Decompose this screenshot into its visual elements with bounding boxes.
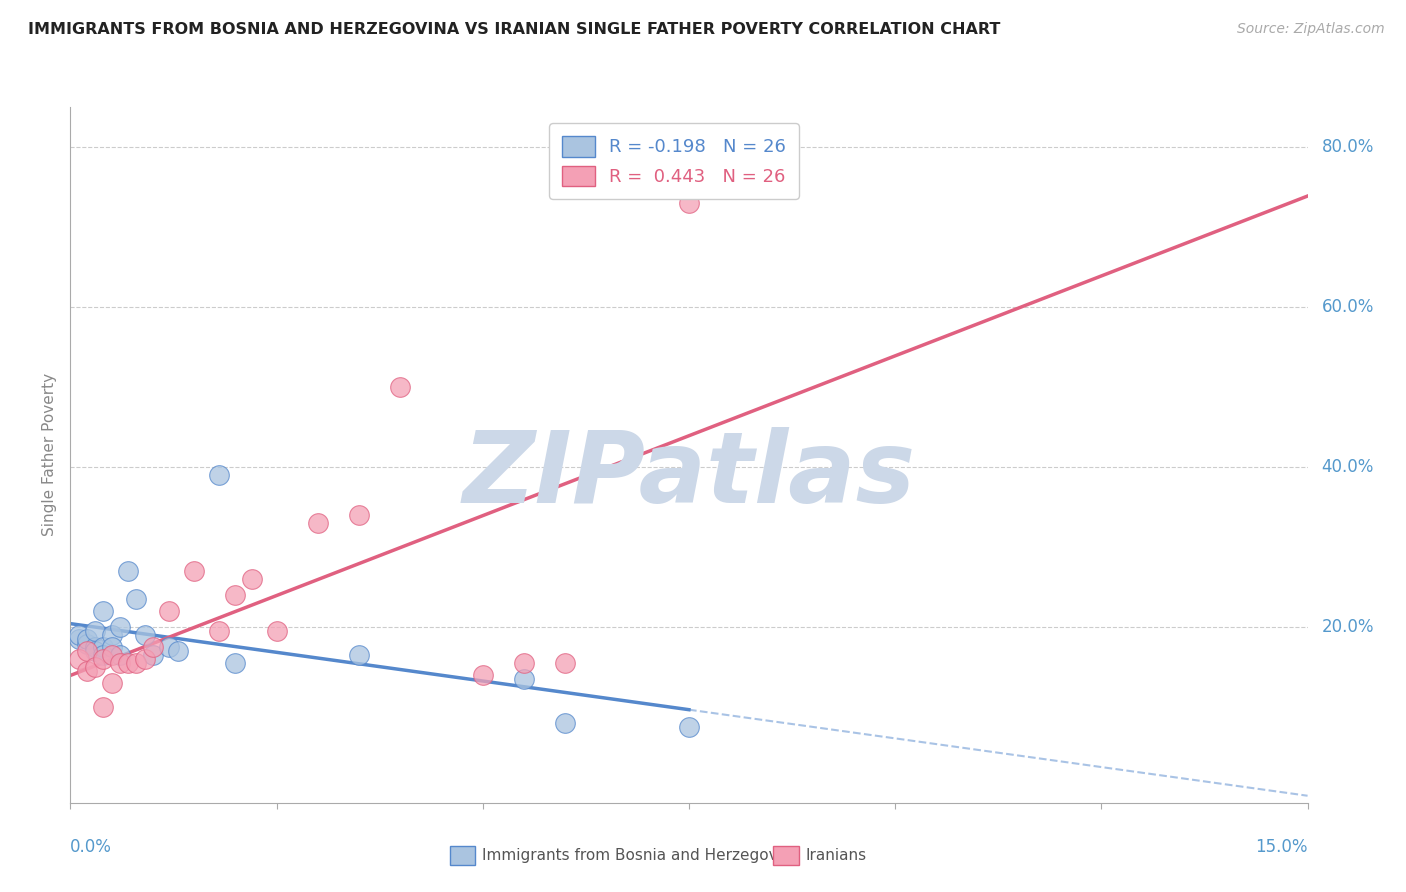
Point: [183, 564, 205, 578]
Point: [108, 656, 131, 670]
Point: [224, 588, 246, 602]
Text: Source: ZipAtlas.com: Source: ZipAtlas.com: [1237, 22, 1385, 37]
Point: [208, 467, 231, 482]
Text: IMMIGRANTS FROM BOSNIA AND HERZEGOVINA VS IRANIAN SINGLE FATHER POVERTY CORRELAT: IMMIGRANTS FROM BOSNIA AND HERZEGOVINA V…: [28, 22, 1001, 37]
Point: [100, 676, 122, 690]
Point: [117, 564, 139, 578]
Point: [554, 715, 576, 730]
Point: [142, 640, 165, 654]
Text: 60.0%: 60.0%: [1322, 298, 1374, 316]
Point: [471, 668, 494, 682]
Text: Immigrants from Bosnia and Herzegovina: Immigrants from Bosnia and Herzegovina: [482, 848, 801, 863]
Point: [67, 652, 90, 666]
Point: [67, 628, 90, 642]
Point: [678, 196, 700, 211]
Point: [166, 644, 188, 658]
Point: [91, 648, 114, 662]
Point: [108, 620, 131, 634]
Point: [347, 648, 370, 662]
Legend: R = -0.198   N = 26, R =  0.443   N = 26: R = -0.198 N = 26, R = 0.443 N = 26: [550, 123, 799, 199]
Point: [266, 624, 288, 638]
Point: [157, 640, 180, 654]
Point: [84, 660, 107, 674]
Point: [76, 664, 98, 678]
Point: [134, 652, 156, 666]
Point: [554, 656, 576, 670]
Point: [100, 648, 122, 662]
Point: [91, 604, 114, 618]
Point: [100, 640, 122, 654]
Point: [76, 644, 98, 658]
Point: [76, 632, 98, 646]
Point: [678, 720, 700, 734]
Point: [157, 604, 180, 618]
Point: [134, 628, 156, 642]
Text: ZIPatlas: ZIPatlas: [463, 427, 915, 524]
Point: [208, 624, 231, 638]
Point: [513, 656, 536, 670]
Point: [76, 637, 98, 651]
Text: 0.0%: 0.0%: [70, 838, 112, 856]
Point: [84, 624, 107, 638]
Point: [240, 572, 263, 586]
Text: Iranians: Iranians: [806, 848, 866, 863]
Point: [91, 640, 114, 654]
Point: [307, 516, 329, 530]
Point: [108, 648, 131, 662]
Point: [84, 644, 107, 658]
Point: [224, 656, 246, 670]
Text: 20.0%: 20.0%: [1322, 618, 1374, 636]
Point: [389, 380, 412, 394]
Point: [117, 656, 139, 670]
Point: [125, 591, 148, 606]
Text: 15.0%: 15.0%: [1256, 838, 1308, 856]
Y-axis label: Single Father Poverty: Single Father Poverty: [42, 374, 58, 536]
Point: [513, 672, 536, 686]
Point: [67, 632, 90, 646]
Point: [91, 652, 114, 666]
Point: [347, 508, 370, 522]
Text: 80.0%: 80.0%: [1322, 138, 1374, 156]
Point: [142, 648, 165, 662]
Point: [84, 640, 107, 654]
Point: [91, 699, 114, 714]
Point: [125, 656, 148, 670]
Point: [100, 628, 122, 642]
Text: 40.0%: 40.0%: [1322, 458, 1374, 476]
